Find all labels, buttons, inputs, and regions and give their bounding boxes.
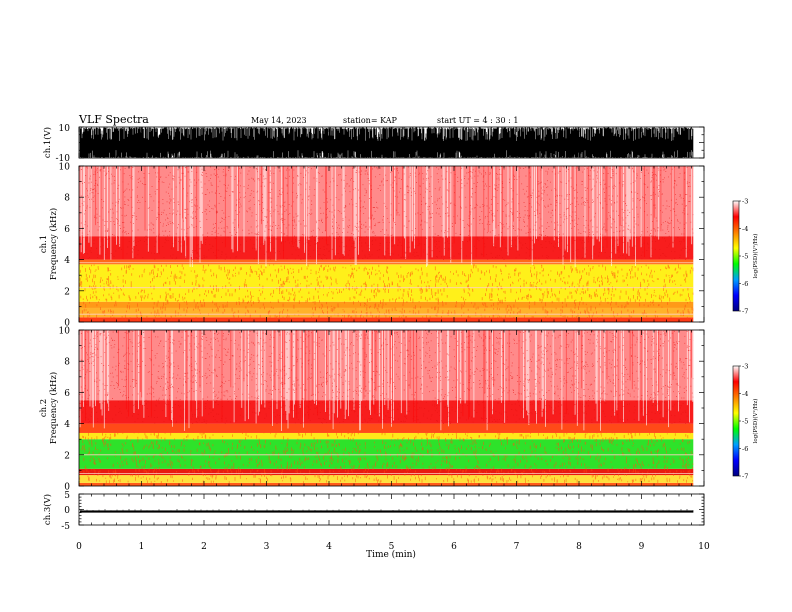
spectral-band xyxy=(79,317,694,322)
colorbar-tick-label: -6 xyxy=(742,280,748,288)
ch3-waveform-band xyxy=(80,510,694,513)
time-tick-label: 1 xyxy=(139,542,145,552)
colorbar-label: log(PSD)(V²/Hz) xyxy=(752,234,759,279)
colorbar-tick-label: -6 xyxy=(742,445,748,453)
colorbar-tick-label: -4 xyxy=(742,225,748,233)
frequency-tick-label: 8 xyxy=(64,358,70,368)
ch2-spectrogram-ylabel-channel: ch.2 xyxy=(39,399,49,417)
spectral-band xyxy=(79,330,694,401)
ch1-spectrogram-image xyxy=(79,165,704,322)
ch2-spectrogram-yticklabels: 0 2 4 6 8 10 xyxy=(59,327,71,493)
colorbar-tick-label: -5 xyxy=(742,417,748,425)
ch2-spectrogram-panel: 0 2 4 6 8 10 ch.2 Frequency (kHz) xyxy=(39,327,705,493)
ch1-waveform-trace xyxy=(79,127,694,158)
date-label: May 14, 2023 xyxy=(251,116,307,125)
colorbar-tick-label: -7 xyxy=(742,472,748,480)
ch1-waveform-ticks xyxy=(78,126,705,159)
no-data-region xyxy=(693,166,704,322)
spectral-speckle xyxy=(79,165,695,261)
spectral-band xyxy=(79,236,694,260)
time-tick-label: 2 xyxy=(201,542,207,552)
colorbar-tick-label: -4 xyxy=(742,390,748,398)
ch3-waveform-spikes xyxy=(80,508,694,511)
frequency-tick-label: 8 xyxy=(64,194,70,204)
frequency-tick-label: 0 xyxy=(64,319,70,329)
band-texture xyxy=(79,264,694,321)
frequency-tick-label: 2 xyxy=(64,287,70,297)
figure-title: VLF Spectra xyxy=(78,113,149,126)
ch3-ytick-bottom: -5 xyxy=(61,522,70,532)
ch1-spectrogram-yticklabels: 0 2 4 6 8 10 xyxy=(59,163,71,329)
colorbar-tick-label: -5 xyxy=(742,252,748,260)
time-tick-label: 4 xyxy=(326,542,332,552)
frequency-tick-label: 4 xyxy=(64,420,70,430)
ch3-waveform-trace xyxy=(80,508,694,513)
noise-streaks-light xyxy=(79,330,694,432)
spectral-band xyxy=(79,400,694,424)
spectral-band xyxy=(79,423,694,433)
time-tick-label: 10 xyxy=(698,542,710,552)
ch3-ytick-top: 5 xyxy=(64,491,70,501)
ch3-waveform-ylabel: ch.3(V) xyxy=(42,494,53,525)
ch1-waveform-panel: 10 -10 ch.1(V) xyxy=(42,124,705,164)
ch1-waveform-line xyxy=(79,127,694,158)
ch1-spectrogram-panel: 0 2 4 6 8 10 ch.1 Frequency (kHz) xyxy=(39,163,705,329)
frequency-tick-label: 6 xyxy=(64,389,70,399)
colorbar-label: log(PSD)(V²/Hz) xyxy=(752,399,759,444)
time-tick-label: 3 xyxy=(264,542,270,552)
spectral-band xyxy=(79,468,694,476)
ch2-spectrogram-ylabel-frequency: Frequency (kHz) xyxy=(48,372,59,444)
ch3-waveform-panel: 5 0 -5 ch.3(V) xyxy=(42,491,705,532)
colorbar-tick-label: -7 xyxy=(742,307,748,315)
frequency-tick-label: 10 xyxy=(59,163,71,173)
time-tick-label: 5 xyxy=(389,542,395,552)
ch1-ytick-bottom: -10 xyxy=(56,154,71,164)
time-axis-label: Time (min) xyxy=(366,549,416,560)
time-tick-label: 6 xyxy=(451,542,457,552)
noise-streaks-light xyxy=(80,166,693,268)
time-tick-label: 9 xyxy=(639,542,645,552)
ch2-spectrogram-ticks xyxy=(78,329,705,487)
spectral-speckle xyxy=(79,329,695,425)
frequency-tick-label: 6 xyxy=(64,225,70,235)
ch3-ytick-mid: 0 xyxy=(64,506,70,516)
colorbar-tick-label: -3 xyxy=(742,197,748,205)
noise-streaks-dark xyxy=(95,166,686,260)
spectral-band xyxy=(79,432,694,440)
frequency-tick-label: 4 xyxy=(64,256,70,266)
frequency-tick-label: 2 xyxy=(64,451,70,461)
time-tick-label: 0 xyxy=(76,542,82,552)
time-tick-label: 8 xyxy=(576,542,582,552)
colorbar-scale xyxy=(732,200,740,312)
band-texture xyxy=(78,428,694,485)
frequency-tick-label: 10 xyxy=(59,327,71,337)
colorbar-scale xyxy=(732,365,740,477)
no-data-region xyxy=(693,330,704,486)
time-tick-label: 7 xyxy=(514,542,520,552)
ch2-spectrogram-image xyxy=(78,329,704,486)
start-time-label: start UT = 4 : 30 : 1 xyxy=(437,116,518,125)
ch2-colorbar: -3 -4 -5 -6 -7 log(PSD)(V²/Hz) xyxy=(732,362,759,480)
colorbar-tick-label: -3 xyxy=(742,362,748,370)
ch1-colorbar: -3 -4 -5 -6 -7 log(PSD)(V²/Hz) xyxy=(732,197,759,315)
ch3-waveform-ticks xyxy=(78,493,705,526)
ch1-spectrogram-ylabel-frequency: Frequency (kHz) xyxy=(48,208,59,280)
ch1-waveform-ylabel: ch.1(V) xyxy=(42,127,53,158)
frequency-tick-label: 0 xyxy=(64,483,70,493)
spectral-band xyxy=(79,475,694,483)
time-axis-ticklabels: 0 1 2 3 4 5 6 7 8 9 10 xyxy=(76,542,710,552)
spectral-band xyxy=(79,482,694,486)
ch1-spectrogram-ylabel-channel: ch.1 xyxy=(39,235,49,253)
spectral-band xyxy=(79,259,694,265)
ch1-ytick-top: 10 xyxy=(59,124,71,134)
station-label: station= KAP xyxy=(343,116,398,125)
ch1-spectrogram-ticks xyxy=(78,165,705,323)
